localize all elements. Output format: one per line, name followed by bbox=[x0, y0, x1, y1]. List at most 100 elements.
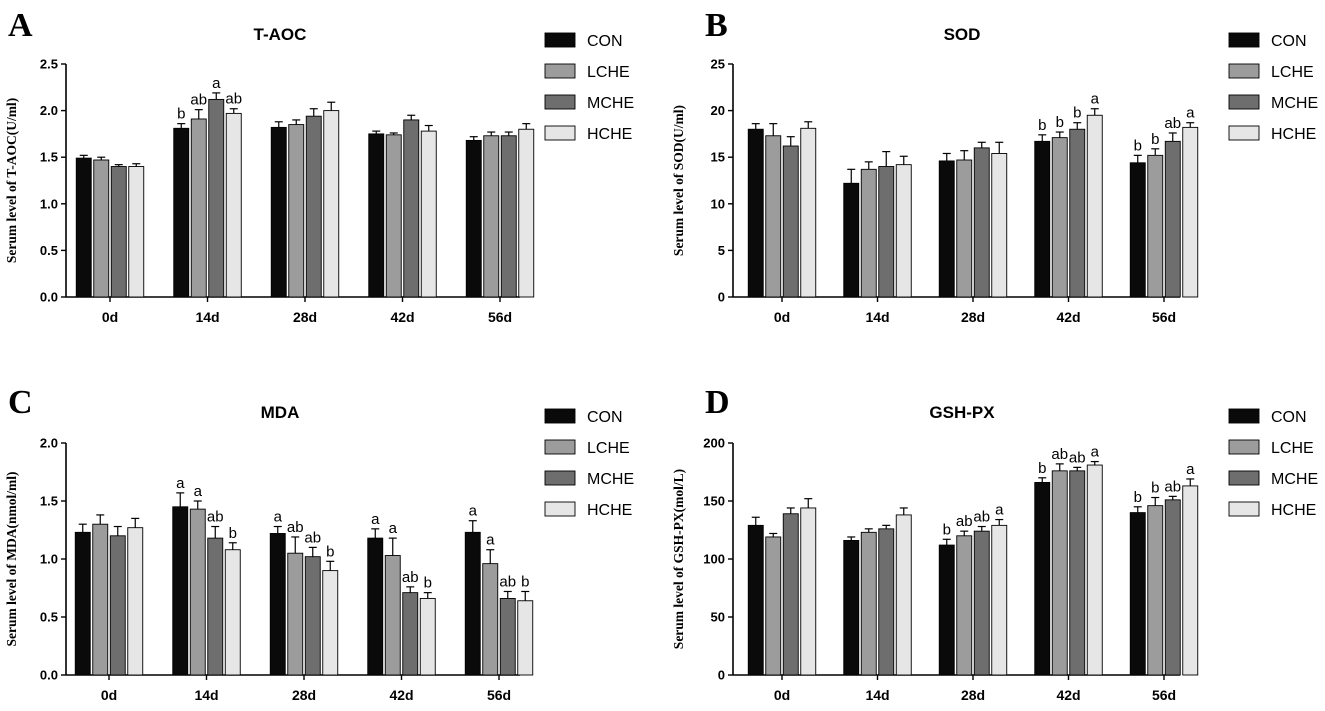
y-axis-label: Serum level of MDA(nmol/ml) bbox=[4, 471, 19, 646]
legend-label: LCHE bbox=[587, 64, 630, 81]
significance-label: b bbox=[1038, 117, 1046, 134]
chart-title: SOD bbox=[944, 25, 981, 44]
legend-swatch-mche bbox=[1228, 94, 1260, 110]
x-tick-label: 0d bbox=[774, 309, 790, 325]
bar-mche bbox=[973, 530, 990, 676]
y-tick-label: 1.0 bbox=[40, 196, 58, 211]
significance-label: ab bbox=[973, 509, 990, 526]
chart-title: T-AOC bbox=[254, 25, 307, 44]
significance-label: ab bbox=[499, 573, 516, 590]
significance-label: ab bbox=[190, 92, 207, 109]
panel-D: D GSH-PX Serum level of GSH-PX(mol/L) 0 50 10… bbox=[671, 384, 1318, 703]
significance-label: a bbox=[486, 532, 495, 549]
significance-label: a bbox=[194, 483, 203, 500]
y-tick-label: 1.0 bbox=[40, 552, 58, 567]
legend-swatch-con bbox=[544, 408, 576, 424]
panel-A: A T-AOC Serum level of T-AOC(U/ml) 0.0 0.5 1.… bbox=[4, 7, 634, 325]
y-tick-label: 1.5 bbox=[40, 494, 58, 509]
y-tick-label: 20 bbox=[711, 103, 725, 118]
bar-con bbox=[172, 506, 189, 676]
bar-lche bbox=[1051, 470, 1068, 676]
legend-label: HCHE bbox=[1271, 502, 1316, 519]
x-tick-label: 0d bbox=[102, 309, 118, 325]
significance-label: a bbox=[212, 75, 221, 92]
bar-mche bbox=[782, 513, 799, 676]
legend-label: LCHE bbox=[587, 440, 630, 457]
legend-swatch-hche bbox=[544, 125, 576, 141]
legend-swatch-hche bbox=[1228, 501, 1260, 517]
significance-label: b bbox=[229, 525, 237, 542]
y-tick-label: 0.5 bbox=[40, 610, 58, 625]
bar-hche bbox=[1086, 464, 1103, 676]
y-tick-label: 2.0 bbox=[40, 436, 58, 451]
significance-label: b bbox=[177, 106, 185, 123]
significance-label: a bbox=[995, 502, 1004, 519]
bar-con bbox=[270, 126, 287, 298]
x-tick-label: 56d bbox=[488, 309, 512, 325]
bar-hche bbox=[1086, 114, 1103, 298]
significance-label: b bbox=[521, 573, 529, 590]
y-tick-label: 2.5 bbox=[40, 57, 58, 72]
bar-lche bbox=[483, 135, 500, 298]
bar-hche bbox=[1182, 126, 1199, 298]
bar-con bbox=[1034, 481, 1051, 676]
legend-label: MCHE bbox=[587, 471, 634, 488]
y-tick-label: 0.0 bbox=[40, 668, 58, 683]
x-tick-label: 14d bbox=[865, 309, 889, 325]
x-tick-label: 28d bbox=[292, 687, 316, 703]
significance-label: b bbox=[1038, 460, 1046, 477]
legend-swatch-con bbox=[1228, 32, 1260, 48]
bar-lche bbox=[765, 135, 782, 298]
significance-label: a bbox=[389, 520, 398, 537]
legend-label: LCHE bbox=[1271, 64, 1314, 81]
significance-label: b bbox=[1134, 137, 1142, 154]
y-tick-label: 100 bbox=[703, 552, 725, 567]
x-tick-label: 28d bbox=[961, 687, 985, 703]
significance-label: b bbox=[1073, 105, 1081, 122]
bar-hche bbox=[224, 549, 241, 676]
bar-hche bbox=[991, 153, 1008, 298]
bar-con bbox=[74, 531, 91, 676]
bar-hche bbox=[800, 507, 817, 676]
bar-mche bbox=[305, 115, 322, 298]
legend-swatch-con bbox=[1228, 408, 1260, 424]
x-tick-label: 14d bbox=[194, 687, 218, 703]
bar-con bbox=[269, 533, 286, 676]
chart-title: GSH-PX bbox=[929, 403, 995, 422]
legend-label: CON bbox=[1271, 409, 1307, 426]
legend-label: LCHE bbox=[1271, 440, 1314, 457]
bar-mche bbox=[878, 528, 895, 676]
y-axis-label: Serum level of SOD(U/ml) bbox=[671, 105, 686, 256]
significance-label: a bbox=[469, 503, 478, 520]
bar-hche bbox=[419, 597, 436, 676]
significance-label: a bbox=[274, 509, 283, 526]
bar-hche bbox=[895, 164, 912, 298]
bar-mche bbox=[973, 147, 990, 298]
bar-hche bbox=[1182, 485, 1199, 676]
x-tick-label: 28d bbox=[961, 309, 985, 325]
bar-con bbox=[843, 539, 860, 676]
panel-letter: A bbox=[8, 7, 33, 44]
x-tick-label: 56d bbox=[487, 687, 511, 703]
bar-lche bbox=[385, 134, 402, 298]
legend-swatch-hche bbox=[1228, 125, 1260, 141]
bar-lche bbox=[384, 555, 401, 676]
significance-label: a bbox=[176, 475, 185, 492]
bar-mche bbox=[402, 592, 419, 676]
bar-mche bbox=[1164, 140, 1181, 298]
panel-letter: D bbox=[705, 384, 730, 421]
bar-mche bbox=[109, 535, 126, 676]
bar-con bbox=[1129, 162, 1146, 298]
legend-label: CON bbox=[587, 409, 623, 426]
bar-mche bbox=[110, 166, 127, 298]
bar-mche bbox=[304, 556, 321, 676]
significance-label: ab bbox=[1164, 115, 1181, 132]
bar-lche bbox=[1147, 505, 1164, 676]
y-tick-label: 0.0 bbox=[40, 290, 58, 305]
legend: CON LCHE MCHE HCHE bbox=[544, 408, 634, 519]
significance-label: a bbox=[371, 511, 380, 528]
bar-con bbox=[843, 182, 860, 298]
bar-lche bbox=[287, 552, 304, 676]
chart-title: MDA bbox=[261, 403, 300, 422]
